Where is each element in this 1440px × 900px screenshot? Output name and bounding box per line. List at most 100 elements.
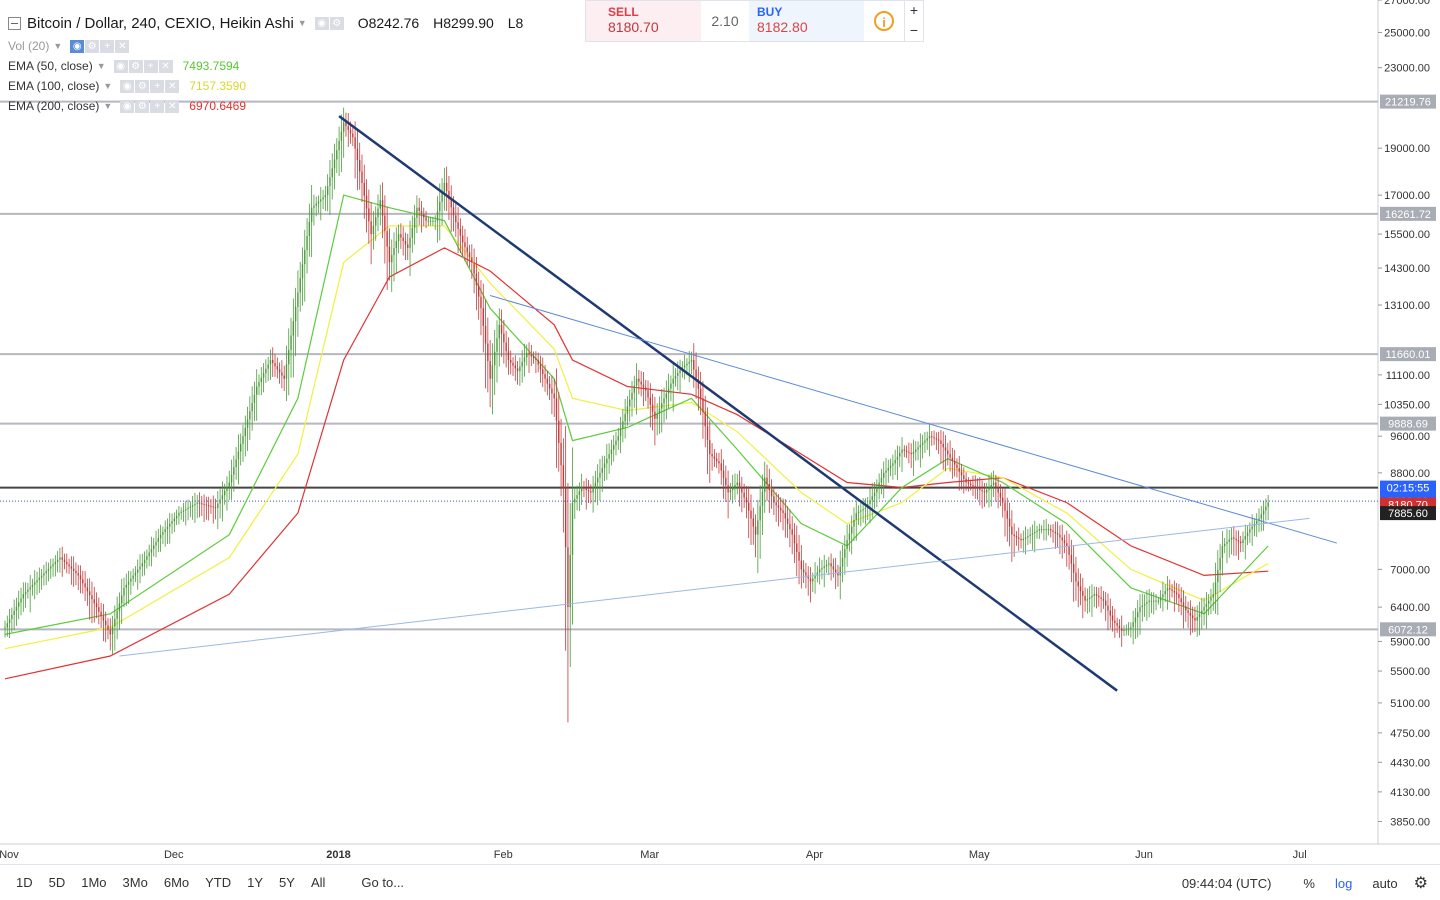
tf-all[interactable]: All bbox=[310, 875, 326, 890]
candle-body bbox=[658, 408, 661, 414]
tf-1d[interactable]: 1D bbox=[16, 875, 33, 890]
candle-body bbox=[532, 356, 535, 359]
ema50-label: EMA (50, close) bbox=[8, 59, 93, 73]
price-chart[interactable]: 27000.00 25000.00 23000.00 19000.00 17000.00… bbox=[0, 0, 1440, 864]
candle-body bbox=[1084, 595, 1086, 601]
info-button[interactable]: i bbox=[864, 1, 904, 41]
candle-body bbox=[805, 572, 807, 576]
candle-body bbox=[1127, 628, 1130, 630]
settings-icon[interactable]: ⚙ bbox=[135, 79, 150, 93]
sell-label: SELL bbox=[608, 5, 639, 19]
sell-button[interactable]: SELL 8180.70 bbox=[586, 1, 701, 41]
collapse-legend-icon[interactable] bbox=[8, 16, 21, 30]
candle-body bbox=[272, 359, 274, 364]
candle-body bbox=[889, 465, 892, 469]
ema200-value: 6970.6469 bbox=[189, 99, 247, 113]
tf-3mo[interactable]: 3Mo bbox=[122, 875, 148, 890]
ema200-controls: ◉ ⚙ + ✕ bbox=[120, 99, 180, 113]
candle-body bbox=[100, 611, 102, 617]
candle-body bbox=[796, 543, 798, 553]
eye-icon[interactable]: ◉ bbox=[314, 16, 329, 30]
tf-1mo[interactable]: 1Mo bbox=[81, 875, 107, 890]
eye-icon[interactable]: ◉ bbox=[70, 39, 85, 53]
candle-body bbox=[487, 343, 489, 362]
candle-body bbox=[651, 404, 654, 412]
settings-icon[interactable]: ⚙ bbox=[135, 99, 150, 113]
chevron-down-icon[interactable]: ▼ bbox=[53, 41, 63, 51]
minus-button[interactable]: − bbox=[909, 22, 919, 38]
chevron-down-icon[interactable]: ▼ bbox=[297, 18, 307, 28]
candle-body bbox=[809, 578, 812, 582]
buy-button[interactable]: BUY 8182.80 bbox=[749, 1, 864, 41]
settings-icon[interactable]: ⚙ bbox=[329, 16, 344, 30]
candle-body bbox=[690, 359, 693, 362]
candle-body bbox=[844, 549, 846, 558]
candle-body bbox=[191, 505, 194, 507]
candle-body bbox=[860, 510, 862, 512]
candle-body bbox=[647, 390, 649, 398]
candle-body bbox=[503, 333, 505, 343]
candle-body bbox=[670, 383, 672, 389]
settings-icon[interactable]: ⚙ bbox=[128, 59, 143, 73]
candle-body bbox=[1150, 600, 1153, 602]
candle-body bbox=[338, 140, 340, 151]
tf-5y[interactable]: 5Y bbox=[279, 875, 295, 890]
candle-body bbox=[752, 518, 754, 527]
close-icon[interactable]: ✕ bbox=[165, 99, 180, 113]
candle-body bbox=[1013, 534, 1015, 537]
tf-6mo[interactable]: 6Mo bbox=[163, 875, 190, 890]
add-icon[interactable]: + bbox=[150, 79, 165, 93]
candle-body bbox=[837, 572, 839, 576]
utc-clock[interactable]: 09:44:04 (UTC) bbox=[1181, 875, 1272, 891]
sell-price: 8180.70 bbox=[608, 19, 659, 35]
add-icon[interactable]: + bbox=[143, 59, 158, 73]
candle-body bbox=[397, 234, 400, 242]
chevron-down-icon[interactable]: ▼ bbox=[96, 61, 106, 71]
candle-body bbox=[745, 497, 748, 503]
add-icon[interactable]: + bbox=[100, 39, 115, 53]
eye-icon[interactable]: ◉ bbox=[120, 99, 135, 113]
candle-body bbox=[1102, 598, 1105, 601]
level-price-label: 16261.72 bbox=[1385, 209, 1431, 221]
tf-ytd[interactable]: YTD bbox=[205, 875, 232, 890]
chevron-down-icon[interactable]: ▼ bbox=[103, 81, 113, 91]
tf-1y[interactable]: 1Y bbox=[247, 875, 264, 890]
candle-body bbox=[368, 208, 370, 222]
close-icon[interactable]: ✕ bbox=[115, 39, 130, 53]
candle-body bbox=[663, 398, 665, 404]
price-tick-label: 5100.00 bbox=[1390, 698, 1430, 710]
candle-body bbox=[54, 561, 57, 565]
tf-5d[interactable]: 5D bbox=[48, 875, 66, 890]
plus-button[interactable]: + bbox=[909, 2, 919, 18]
percent-toggle[interactable]: % bbox=[1303, 875, 1315, 891]
goto-button[interactable]: Go to... bbox=[361, 875, 405, 890]
candle-body bbox=[194, 503, 196, 506]
close-icon[interactable]: ✕ bbox=[165, 79, 180, 93]
eye-icon[interactable]: ◉ bbox=[120, 79, 135, 93]
candle-body bbox=[953, 461, 956, 465]
candle-body bbox=[269, 359, 272, 365]
settings-icon[interactable]: ⚙ bbox=[85, 39, 100, 53]
log-toggle[interactable]: log bbox=[1334, 875, 1353, 891]
candle-body bbox=[596, 477, 599, 483]
candle-body bbox=[47, 568, 50, 571]
chevron-down-icon[interactable]: ▼ bbox=[103, 101, 113, 111]
candle-body bbox=[594, 482, 597, 488]
candle-body bbox=[68, 564, 70, 567]
candle-body bbox=[880, 477, 883, 483]
candle-body bbox=[308, 221, 311, 236]
candle-body bbox=[1226, 541, 1228, 544]
candle-body bbox=[393, 248, 395, 256]
gear-icon[interactable]: ⚙ bbox=[1413, 875, 1428, 892]
candle-body bbox=[937, 439, 940, 441]
candle-body bbox=[949, 454, 951, 458]
candle-body bbox=[908, 451, 910, 453]
candle-body bbox=[219, 499, 221, 504]
auto-toggle[interactable]: auto bbox=[1372, 875, 1398, 891]
candle-body bbox=[276, 366, 279, 370]
eye-icon[interactable]: ◉ bbox=[113, 59, 128, 73]
candle-body bbox=[1114, 620, 1116, 624]
candle-body bbox=[1107, 605, 1109, 611]
add-icon[interactable]: + bbox=[150, 99, 165, 113]
close-icon[interactable]: ✕ bbox=[158, 59, 173, 73]
